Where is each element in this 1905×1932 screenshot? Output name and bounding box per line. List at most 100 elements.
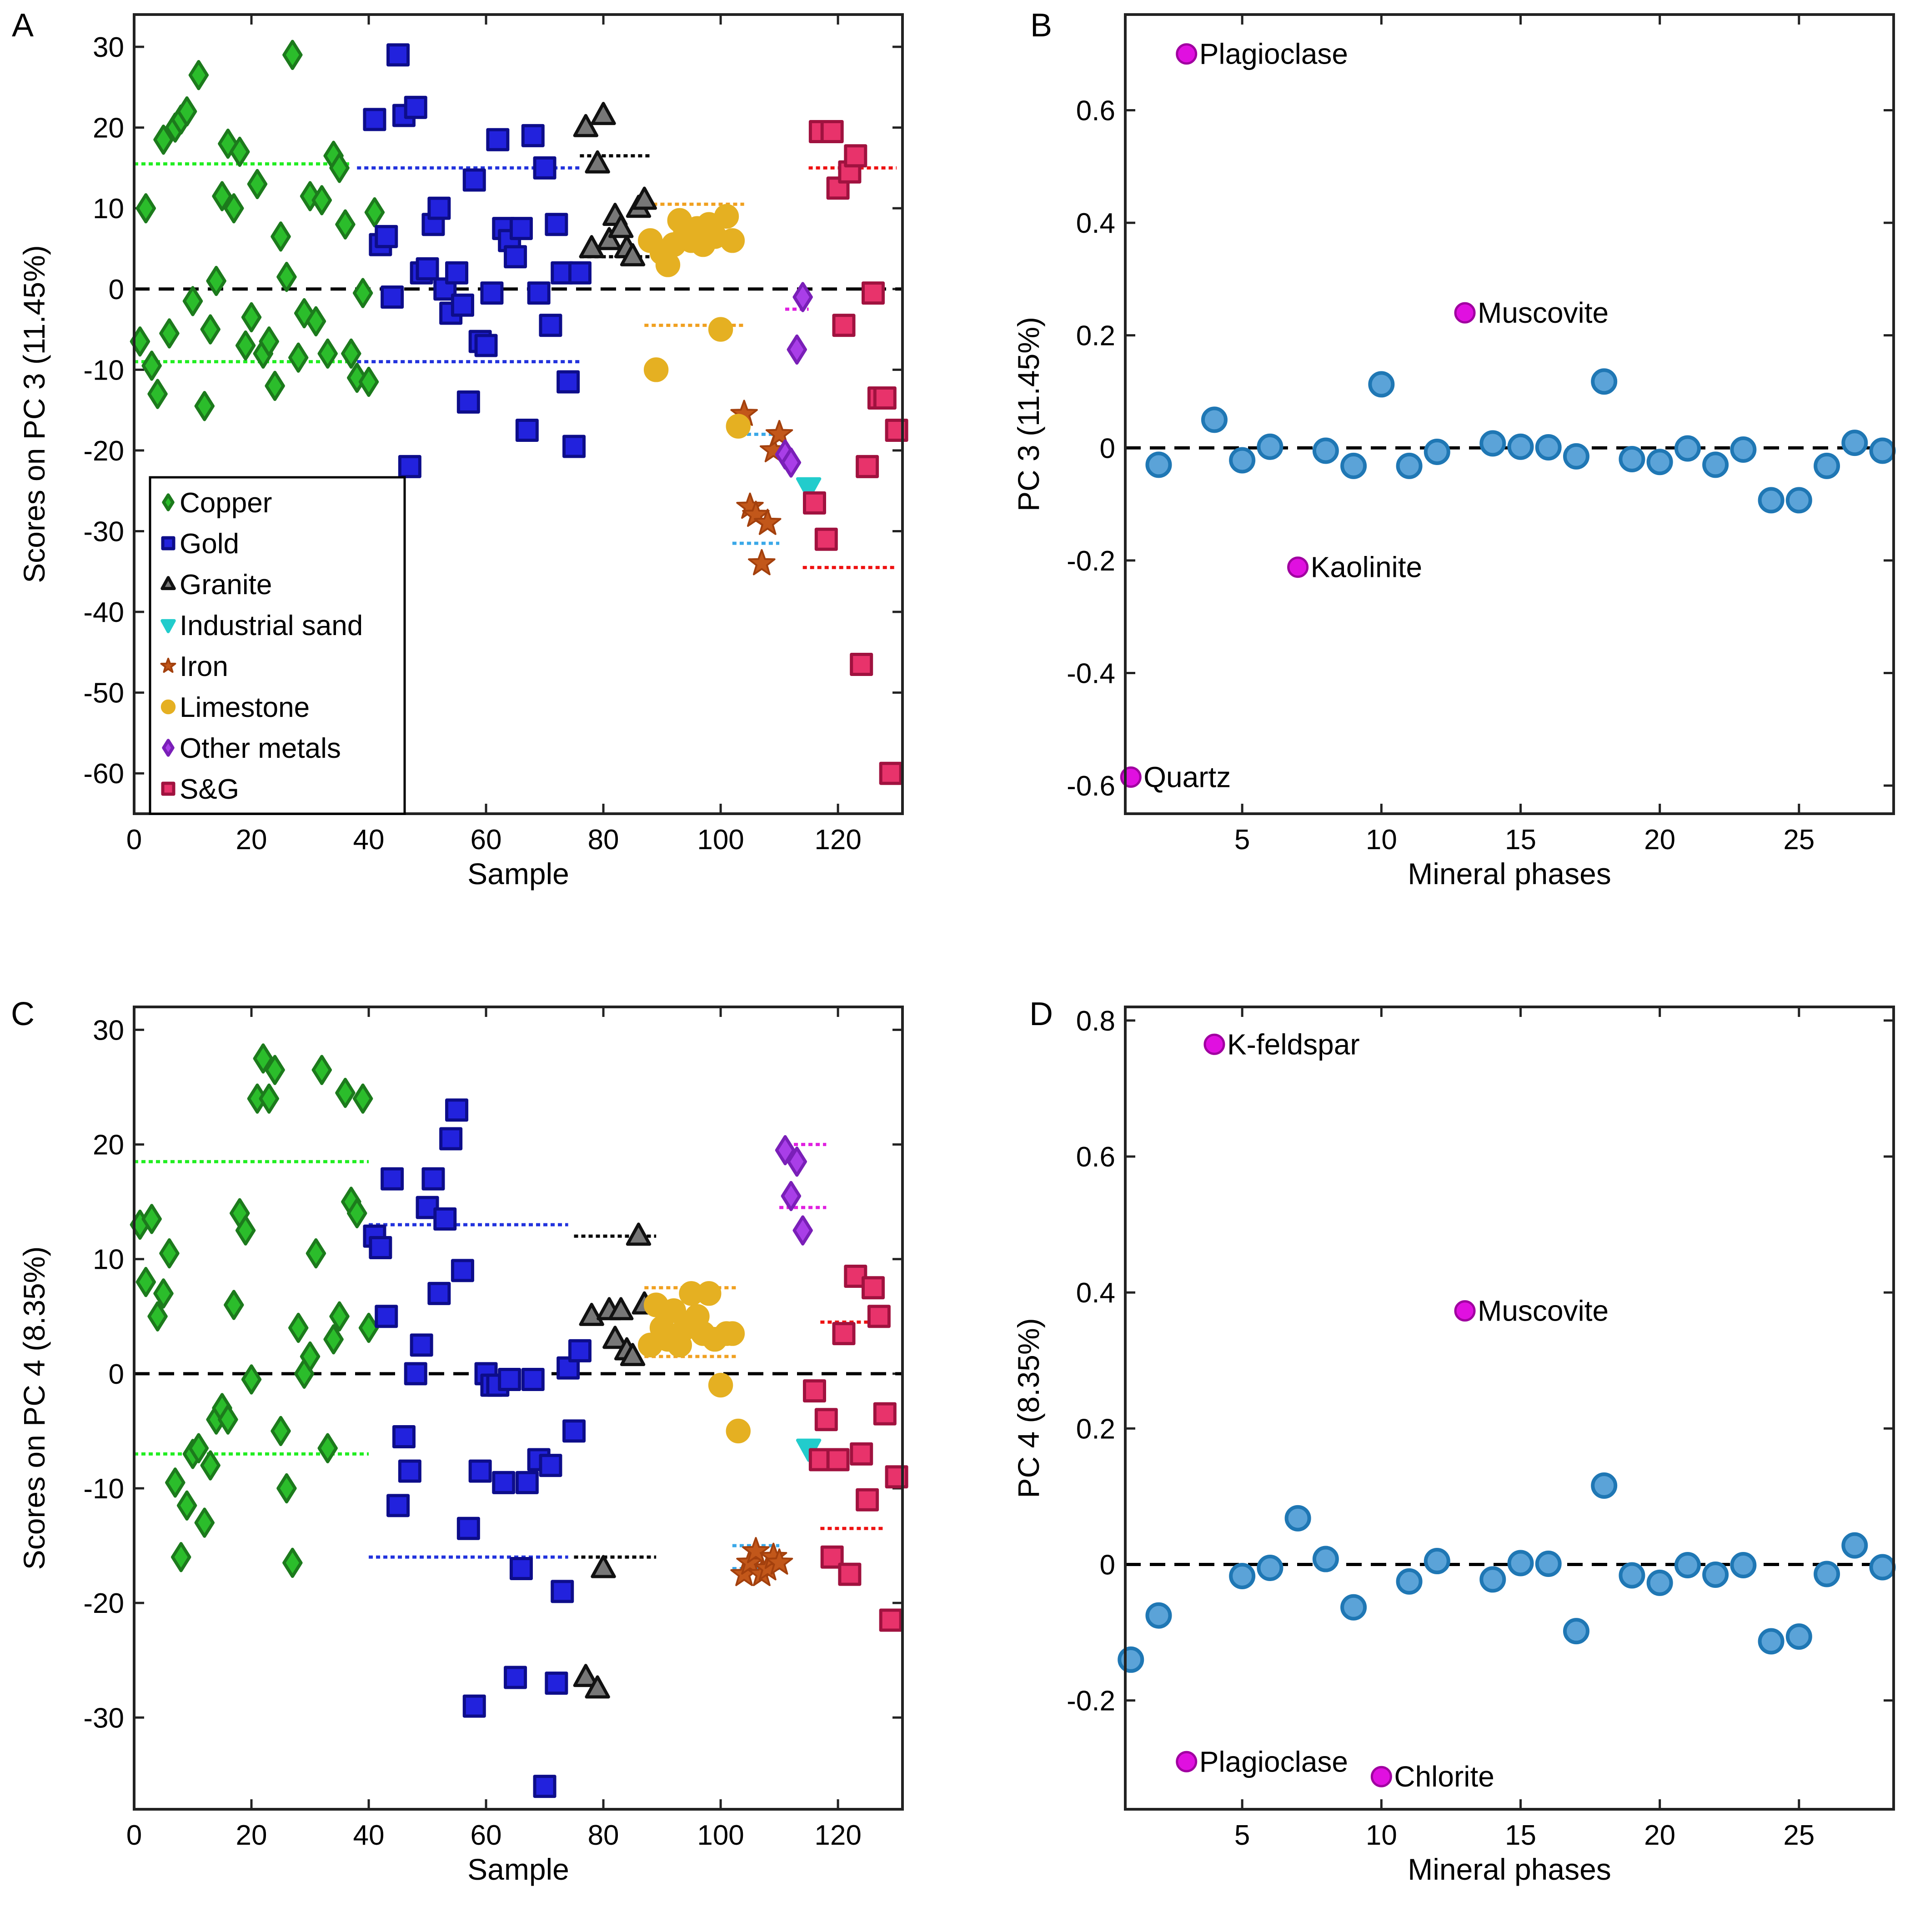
data-point [796, 477, 822, 501]
y-tick-label: -50 [83, 678, 124, 709]
data-point [135, 1266, 156, 1297]
data-point [1758, 1628, 1785, 1655]
x-tick-label: 15 [1505, 824, 1536, 856]
data-point [1841, 430, 1868, 456]
plot-frame [133, 1006, 904, 1811]
data-point [375, 1305, 398, 1328]
data-point [802, 491, 826, 515]
data-point [235, 1215, 256, 1246]
data-point [358, 366, 379, 397]
group-lines [134, 1143, 885, 1570]
data-point [165, 1467, 185, 1498]
data-point [748, 549, 776, 576]
x-tick-label: 100 [697, 1820, 744, 1851]
data-point [879, 761, 902, 785]
data-point [856, 1488, 879, 1512]
x-tick-label: 0 [126, 1820, 142, 1851]
y-tick-label: -0.6 [1067, 771, 1115, 802]
y-tick-label: 10 [93, 193, 124, 225]
data-point [1145, 1602, 1172, 1629]
series-industrial-sand [796, 477, 822, 501]
series-copper [130, 40, 385, 421]
y-tick-label: 10 [93, 1244, 124, 1276]
data-point [386, 1494, 410, 1517]
y-tick-label: 0.2 [1076, 1413, 1115, 1445]
data-point [241, 302, 262, 333]
data-point [820, 120, 844, 143]
y-tick-label: 0.2 [1076, 320, 1115, 352]
data-point [265, 1055, 285, 1085]
highlighted-point [1454, 1300, 1476, 1322]
x-tick-label: 120 [814, 824, 861, 856]
y-tick-label: -20 [83, 1588, 124, 1619]
data-point [1591, 1472, 1618, 1499]
data-point [1396, 1568, 1423, 1595]
data-point [182, 286, 203, 316]
data-point [311, 1055, 332, 1085]
data-point [194, 1507, 215, 1538]
data-point [1284, 1505, 1311, 1532]
series-other-metals [775, 1135, 813, 1246]
data-point [862, 281, 885, 305]
data-point [1535, 434, 1562, 461]
data-point [504, 1666, 527, 1689]
y-tick-label: 20 [93, 1130, 124, 1161]
y-tick-label: -60 [83, 758, 124, 790]
data-point [141, 350, 162, 381]
data-point [153, 125, 174, 155]
data-point [282, 1547, 303, 1578]
x-ticks: 0 20 40 60 80 100 120 [126, 1007, 862, 1851]
series-s-g [802, 120, 908, 785]
x-tick-label: 60 [471, 1820, 502, 1851]
y-tick-label: 30 [93, 1015, 124, 1046]
data-point [1312, 1546, 1339, 1572]
x-axis-label: Sample [467, 1852, 569, 1886]
data-point [247, 169, 268, 200]
data-point [159, 1238, 180, 1269]
data-point [323, 1324, 344, 1355]
y-tick-label: -20 [83, 435, 124, 467]
x-axis-label: Sample [467, 857, 569, 891]
data-point [147, 379, 168, 409]
data-point [515, 419, 539, 442]
data-point [427, 196, 451, 220]
data-point [533, 1775, 556, 1798]
data-point [697, 1281, 722, 1306]
data-point [602, 1326, 628, 1349]
data-point [176, 1490, 197, 1521]
x-axis-label: Mineral phases [1408, 1852, 1611, 1886]
x-tick-label: 80 [588, 824, 619, 856]
y-axis-label: PC 3 (11.45%) [1012, 317, 1045, 511]
data-point [568, 1339, 592, 1362]
x-tick-label: 10 [1366, 1820, 1397, 1851]
data-point [235, 330, 256, 361]
data-point [850, 652, 873, 676]
data-point [568, 261, 592, 285]
data-point [1257, 1555, 1283, 1582]
series-other-metals [775, 282, 813, 478]
data-point [573, 1664, 599, 1687]
data-point [392, 1425, 416, 1449]
legend-label: Copper [180, 487, 272, 519]
data-point [135, 193, 156, 224]
y-axis-label: Scores on PC 3 (11.45%) [17, 245, 51, 583]
data-point [468, 1459, 492, 1483]
x-tick-label: 15 [1505, 1820, 1536, 1851]
data-point [509, 1557, 533, 1580]
y-tick-label: 0.8 [1076, 1006, 1115, 1037]
data-point [527, 281, 551, 305]
annotation-label: Muscovite [1478, 296, 1609, 329]
data-point [206, 265, 226, 296]
data-point [765, 1548, 793, 1575]
data-point [276, 261, 297, 292]
data-point [363, 108, 386, 131]
data-point [188, 60, 209, 90]
data-point [1535, 1551, 1562, 1577]
series-limestone [638, 204, 751, 439]
x-tick-label: 60 [471, 824, 502, 856]
data-point [726, 414, 751, 439]
x-tick-label: 0 [126, 824, 142, 856]
y-tick-label: 0.4 [1076, 1277, 1115, 1309]
y-tick-label: 0 [1100, 1550, 1115, 1581]
